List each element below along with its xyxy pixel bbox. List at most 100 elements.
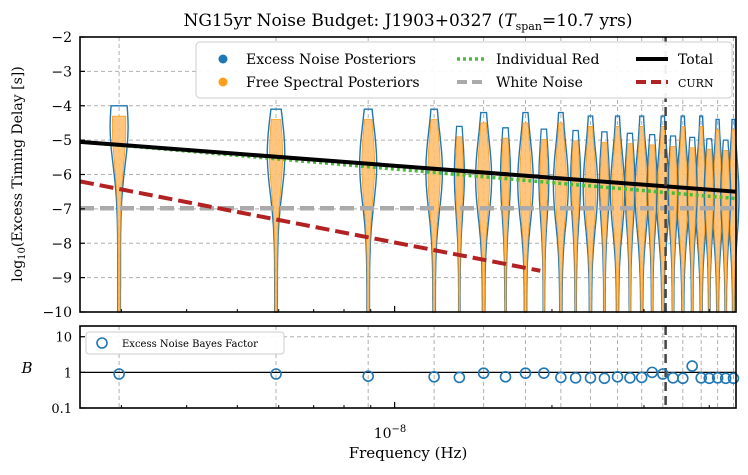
bayes-point	[270, 368, 282, 380]
free-spectral-violin	[688, 147, 697, 313]
excess-violin	[624, 132, 636, 313]
legend-free-spectral-label: Free Spectral Posteriors	[246, 75, 420, 91]
y-tick-label: −8	[51, 236, 72, 252]
excess-violin	[675, 115, 690, 313]
bayes-y-axis-label: B	[20, 359, 32, 377]
legend: Excess Noise Posteriors Free Spectral Po…	[195, 41, 733, 99]
bayes-points	[113, 360, 740, 385]
excess-violin	[474, 111, 493, 313]
bayes-factor-panel: 0.1 1 10	[51, 325, 740, 417]
bottom-axes-frame	[79, 325, 737, 409]
bayes-point	[703, 372, 716, 385]
free-spectral-violin	[696, 126, 707, 313]
free-spectral-violin	[361, 119, 376, 313]
free-spectral-violin	[721, 150, 730, 313]
free-spectral-violin	[477, 122, 490, 313]
bayes-point	[428, 371, 440, 383]
x-axis-label: Frequency (Hz)	[349, 444, 468, 462]
bayes-point	[667, 372, 679, 384]
free-spectral-violin	[111, 115, 127, 313]
bayes-point	[569, 372, 582, 384]
excess-violin	[646, 133, 658, 313]
free-spectral-violin	[519, 122, 532, 313]
y-tick-label: −6	[51, 168, 72, 184]
bayes-point	[611, 371, 624, 383]
bayes-point	[453, 371, 466, 384]
legend-free-spectral-marker	[218, 77, 228, 87]
y-tick-label: −5	[51, 133, 72, 149]
bayes-point	[499, 371, 512, 383]
free-spectral-violin	[611, 126, 624, 313]
bayes-y-tick-label: 0.1	[51, 402, 72, 417]
excess-violin	[517, 111, 535, 313]
bayes-point	[477, 367, 490, 379]
legend-curn-label: CURN	[678, 77, 714, 90]
free-spectral-violin	[600, 141, 609, 313]
bayes-point	[538, 367, 550, 379]
bayes-legend-marker	[96, 337, 108, 349]
free-spectral-violin	[584, 126, 597, 313]
y-tick-label: −3	[51, 64, 72, 80]
excess-violin	[552, 111, 569, 313]
y-tick-label: −2	[51, 30, 72, 46]
excess-violin	[598, 131, 611, 313]
bayes-point	[727, 372, 740, 385]
bayes-point	[646, 366, 658, 379]
bayes-point	[555, 371, 567, 384]
y-axis-label: log10(Excess Timing Delay [s])	[10, 66, 28, 281]
bayes-point	[711, 372, 724, 384]
excess-violin	[266, 108, 286, 313]
bayes-point	[624, 372, 636, 384]
chart-title: NG15yr Noise Budget: J1903+0327 (Tspan=1…	[183, 11, 632, 33]
excess-violin	[609, 115, 626, 313]
bayes-point	[519, 367, 532, 379]
x-tick-label: 10−8	[374, 424, 407, 442]
legend-excess-marker	[218, 54, 228, 64]
legend-individual-red-label: Individual Red	[496, 52, 599, 68]
y-tick-label: −4	[51, 99, 72, 115]
series-line-total	[79, 139, 737, 194]
bayes-point	[657, 368, 669, 380]
free-spectral-violin	[668, 145, 678, 313]
legend-box	[195, 41, 733, 99]
legend-white-noise-label: White Noise	[496, 75, 583, 91]
excess-violin	[703, 138, 715, 313]
free-spectral-violin	[677, 126, 688, 313]
bayes-y-ticks: 0.1 1 10	[51, 331, 710, 417]
free-spectral-violin	[269, 119, 283, 313]
bayes-y-tick-label: 1	[64, 366, 72, 381]
excess-violin	[686, 136, 698, 313]
legend-excess-label: Excess Noise Posteriors	[246, 52, 416, 68]
excess-violin	[694, 115, 708, 313]
y-tick-label: −9	[51, 271, 72, 287]
excess-violin	[425, 108, 444, 313]
bayes-legend-label: Excess Noise Bayes Factor	[122, 339, 258, 350]
bayes-point	[719, 372, 732, 385]
legend-total-label: Total	[678, 52, 714, 68]
y-ticks: −10 −9 −8 −7 −6 −5 −4 −3 −2	[42, 30, 710, 321]
violin-layer	[109, 105, 740, 313]
excess-violin	[569, 129, 582, 313]
bayes-point	[686, 360, 698, 372]
excess-violin	[634, 115, 650, 313]
y-tick-label: −10	[42, 305, 72, 321]
free-spectral-violin	[501, 137, 510, 313]
bayes-point	[635, 371, 648, 384]
bayes-legend: Excess Noise Bayes Factor	[85, 331, 285, 355]
bayes-point	[598, 372, 611, 385]
free-spectral-violin	[636, 126, 648, 313]
bayes-point	[695, 372, 707, 384]
free-spectral-violin	[705, 148, 714, 313]
excess-violin	[655, 115, 670, 313]
bayes-legend-box	[85, 331, 285, 355]
series-line-curn	[79, 179, 541, 273]
model-lines	[79, 37, 737, 312]
excess-violin	[667, 135, 679, 313]
bayes-y-tick-label: 10	[55, 331, 72, 346]
free-spectral-violin	[712, 129, 723, 313]
excess-violin	[711, 118, 725, 313]
excess-violin	[720, 139, 732, 313]
bayes-point	[362, 370, 374, 383]
excess-violin	[582, 115, 599, 313]
